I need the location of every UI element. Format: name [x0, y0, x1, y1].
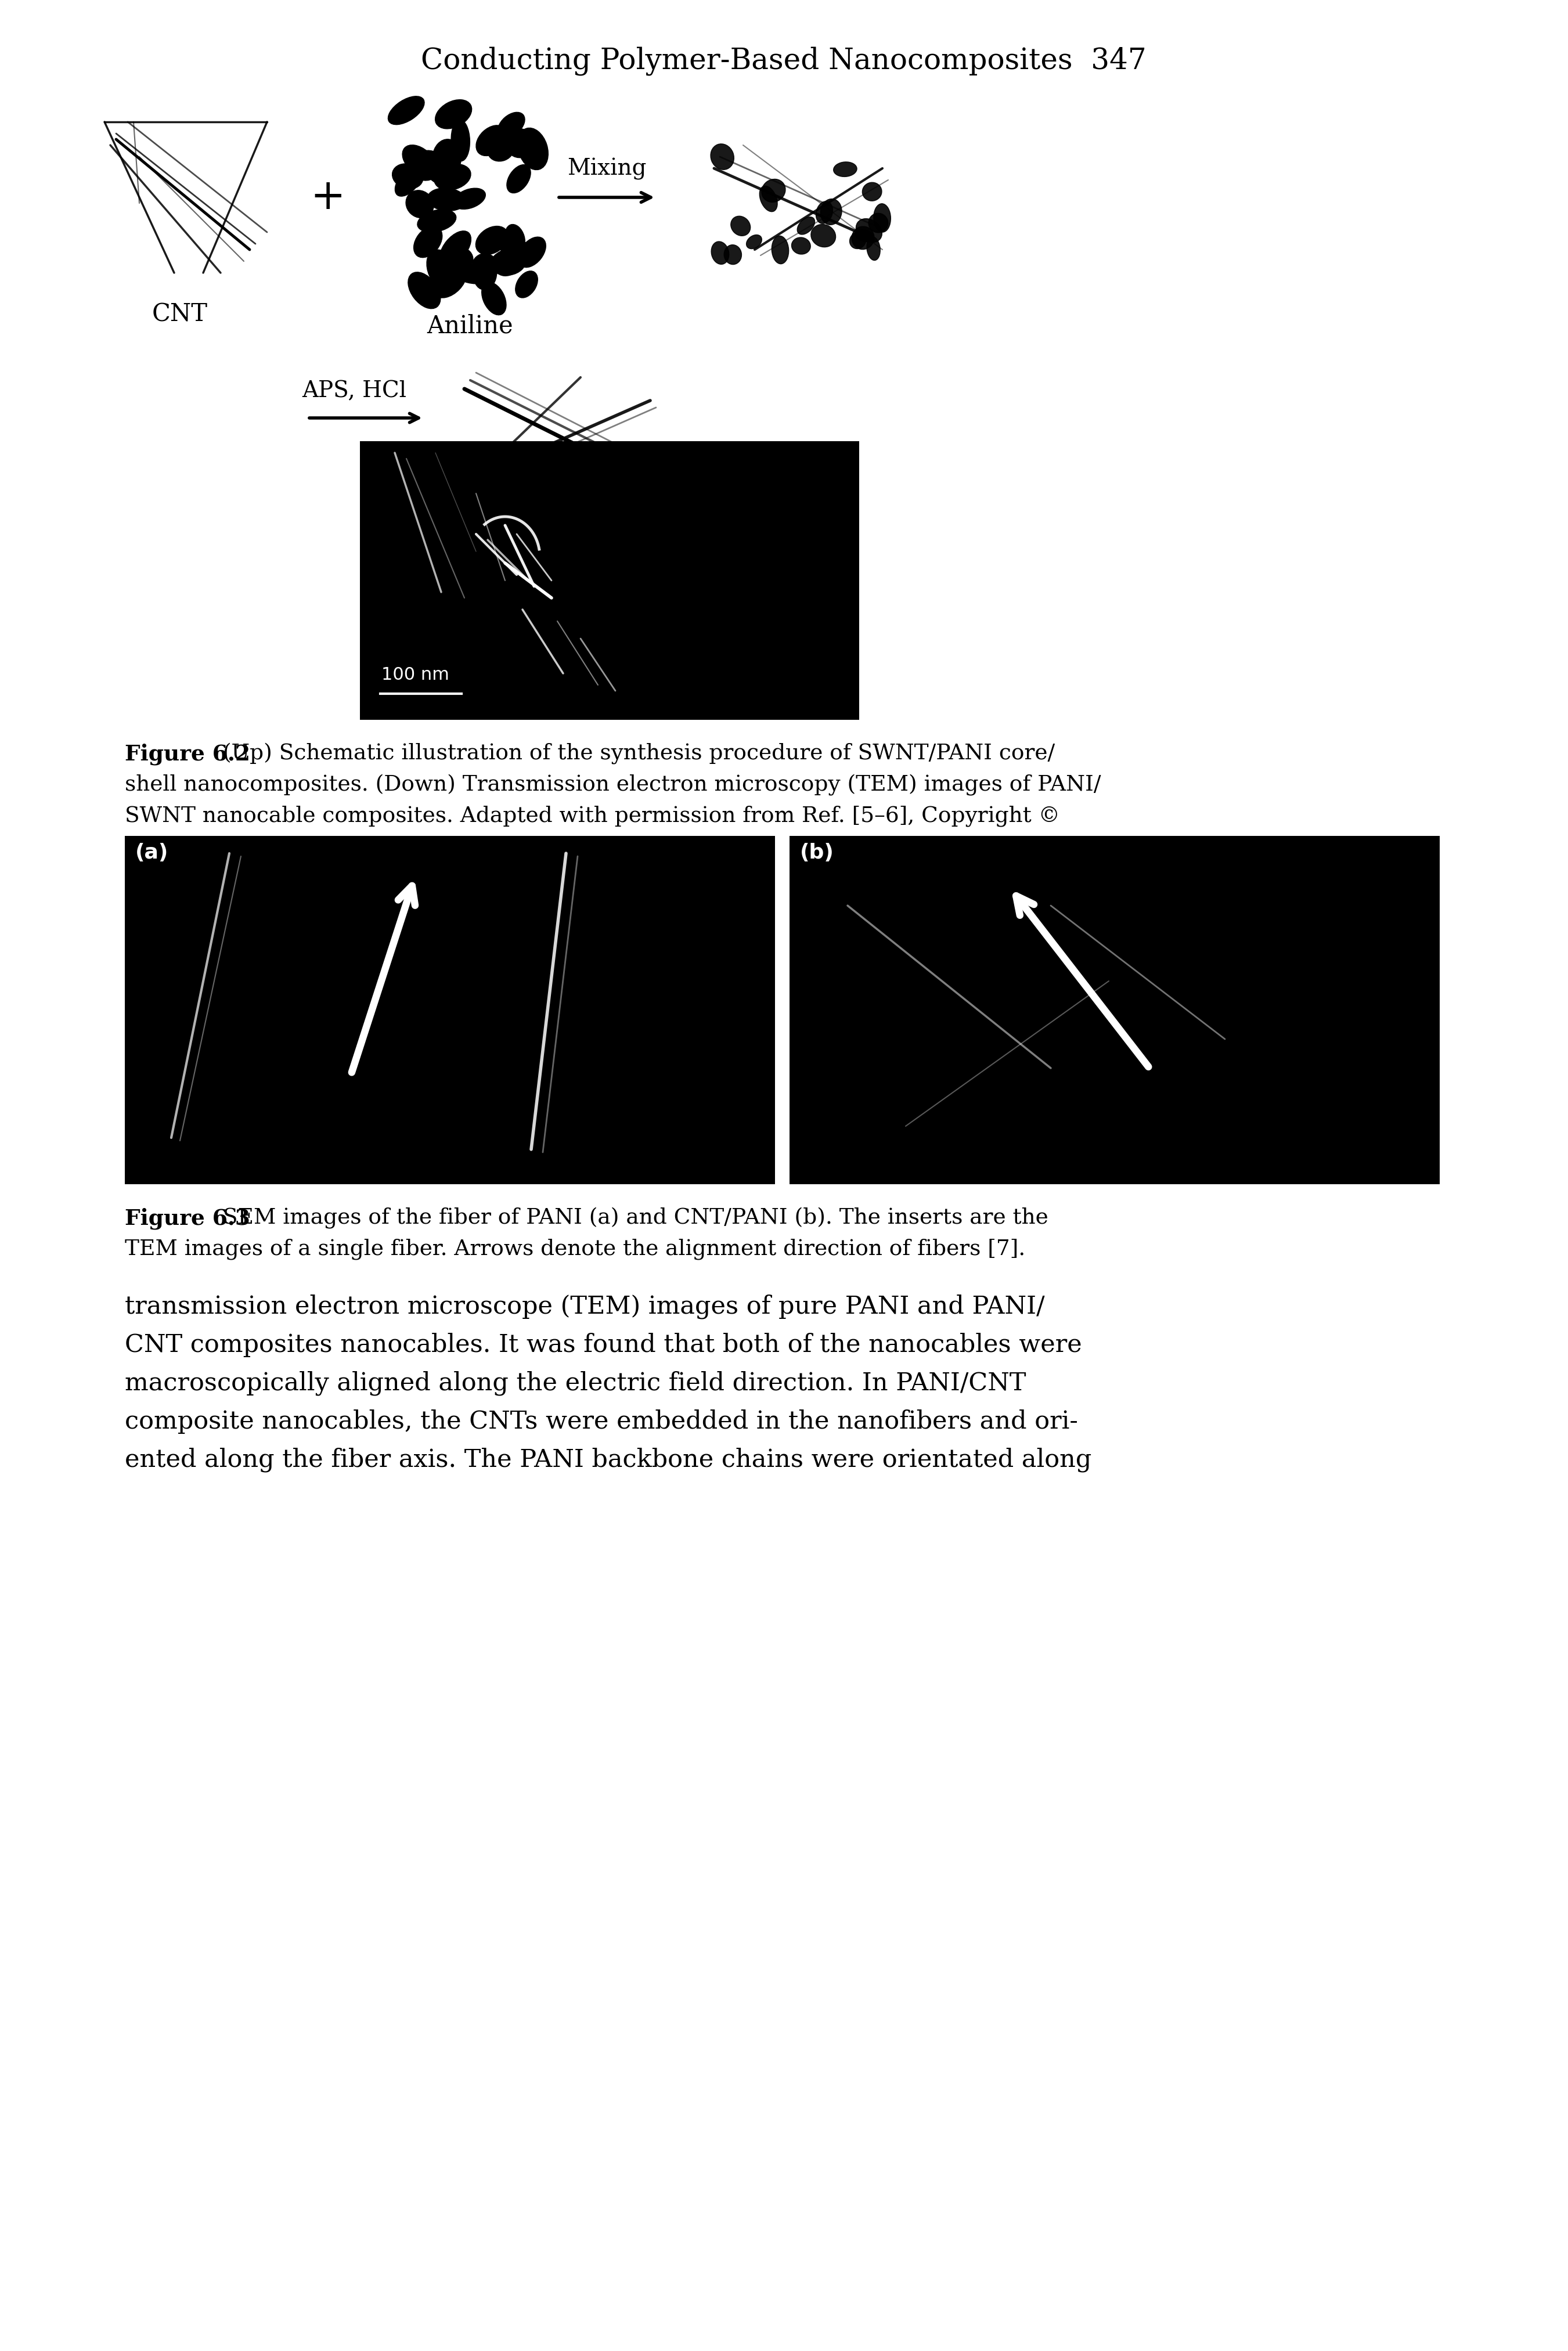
Text: Mixing: Mixing: [568, 158, 646, 181]
Text: APS, HCl: APS, HCl: [303, 381, 406, 402]
Ellipse shape: [731, 216, 751, 235]
Ellipse shape: [395, 167, 422, 195]
Ellipse shape: [746, 235, 762, 249]
Ellipse shape: [516, 270, 538, 299]
Text: Figure 6.2: Figure 6.2: [125, 743, 251, 764]
Text: Figure 6.3: Figure 6.3: [125, 1208, 251, 1230]
Ellipse shape: [436, 99, 472, 129]
Ellipse shape: [712, 242, 729, 263]
Ellipse shape: [481, 282, 506, 315]
Ellipse shape: [511, 242, 539, 266]
Text: SWNT nanocable composites. Adapted with permission from Ref. [5–6], Copyright ©: SWNT nanocable composites. Adapted with …: [125, 806, 1060, 828]
Ellipse shape: [517, 127, 549, 169]
Ellipse shape: [414, 226, 442, 259]
Text: 2010 American Chemical Society.: 2010 American Chemical Society.: [125, 837, 495, 858]
Text: Aniline: Aniline: [426, 313, 513, 339]
Ellipse shape: [453, 188, 486, 209]
Ellipse shape: [867, 237, 880, 261]
Bar: [125, 837, 775, 1185]
Ellipse shape: [815, 202, 833, 223]
Ellipse shape: [834, 162, 856, 176]
Ellipse shape: [426, 249, 458, 292]
Text: (a): (a): [135, 844, 169, 863]
Bar: [790, 837, 1439, 1185]
Ellipse shape: [724, 245, 742, 263]
Text: SEM images of the fiber of PANI (a) and CNT/PANI (b). The inserts are the: SEM images of the fiber of PANI (a) and …: [216, 1208, 1047, 1230]
Text: CNT composites nanocables. It was found that both of the nanocables were: CNT composites nanocables. It was found …: [125, 1333, 1082, 1357]
Ellipse shape: [475, 226, 508, 254]
Ellipse shape: [869, 214, 887, 233]
Ellipse shape: [452, 120, 470, 162]
Ellipse shape: [428, 188, 466, 212]
Ellipse shape: [851, 226, 875, 249]
Ellipse shape: [445, 247, 474, 270]
Ellipse shape: [762, 179, 786, 202]
Ellipse shape: [797, 216, 815, 235]
Text: Conducting Polymer-Based Nanocomposites  347: Conducting Polymer-Based Nanocomposites …: [420, 47, 1146, 75]
Ellipse shape: [811, 223, 836, 247]
Ellipse shape: [420, 153, 452, 186]
Text: TEM images of a single fiber. Arrows denote the alignment direction of fibers [7: TEM images of a single fiber. Arrows den…: [125, 1239, 1025, 1260]
Ellipse shape: [408, 273, 441, 308]
Ellipse shape: [506, 165, 530, 193]
Ellipse shape: [873, 205, 891, 233]
Ellipse shape: [862, 183, 881, 200]
Ellipse shape: [411, 150, 442, 181]
Ellipse shape: [792, 237, 811, 254]
Ellipse shape: [771, 235, 789, 263]
Ellipse shape: [850, 233, 866, 249]
Ellipse shape: [505, 223, 525, 252]
Ellipse shape: [439, 230, 470, 266]
Text: (b): (b): [800, 844, 834, 863]
Bar: [361, 442, 859, 719]
Ellipse shape: [517, 237, 546, 268]
Text: +: +: [310, 176, 345, 219]
Ellipse shape: [392, 165, 423, 188]
Text: (Up) Schematic illustration of the synthesis procedure of SWNT/PANI core/: (Up) Schematic illustration of the synth…: [216, 743, 1055, 764]
Ellipse shape: [431, 261, 467, 299]
Ellipse shape: [474, 259, 497, 289]
Ellipse shape: [820, 200, 842, 226]
Ellipse shape: [406, 190, 434, 219]
Ellipse shape: [472, 254, 499, 282]
Ellipse shape: [417, 209, 456, 233]
Ellipse shape: [856, 219, 883, 242]
Text: ented along the fiber axis. The PANI backbone chains were orientated along: ented along the fiber axis. The PANI bac…: [125, 1448, 1091, 1472]
Ellipse shape: [434, 165, 470, 190]
Ellipse shape: [387, 96, 425, 125]
Ellipse shape: [499, 228, 525, 256]
Ellipse shape: [433, 139, 461, 176]
Text: transmission electron microscope (TEM) images of pure PANI and PANI/: transmission electron microscope (TEM) i…: [125, 1295, 1044, 1319]
Ellipse shape: [505, 129, 535, 158]
Text: composite nanocables, the CNTs were embedded in the nanofibers and ori-: composite nanocables, the CNTs were embe…: [125, 1411, 1077, 1434]
Ellipse shape: [491, 249, 525, 275]
Ellipse shape: [759, 186, 778, 212]
Ellipse shape: [497, 113, 525, 139]
Ellipse shape: [492, 249, 521, 275]
Ellipse shape: [710, 143, 734, 169]
Ellipse shape: [403, 146, 436, 176]
Ellipse shape: [456, 263, 495, 284]
Ellipse shape: [488, 139, 514, 162]
Text: shell nanocomposites. (Down) Transmission electron microscopy (TEM) images of PA: shell nanocomposites. (Down) Transmissio…: [125, 773, 1101, 797]
Text: macroscopically aligned along the electric field direction. In PANI/CNT: macroscopically aligned along the electr…: [125, 1371, 1025, 1396]
Text: CNT: CNT: [152, 301, 209, 327]
Text: 100 nm: 100 nm: [381, 665, 450, 684]
Ellipse shape: [856, 230, 873, 242]
Ellipse shape: [477, 125, 506, 155]
